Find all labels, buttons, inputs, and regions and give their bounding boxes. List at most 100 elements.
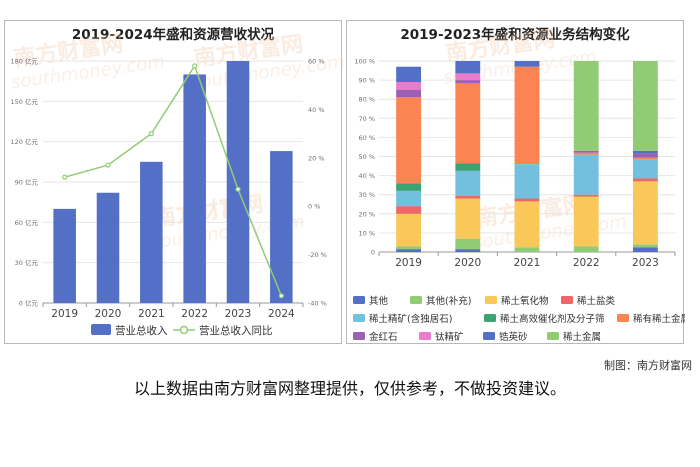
x-tick-label: 2022: [573, 257, 600, 269]
stacked-bar-segment: [632, 247, 658, 252]
legend-label: 其他(补充): [426, 295, 471, 307]
footnote-text: 以上数据由南方财富网整理提供，仅供参考，不做投资建议。: [133, 379, 566, 398]
revenue-bar: [226, 61, 250, 303]
stacked-bar-segment: [573, 154, 599, 195]
x-tick-label: 2024: [268, 308, 295, 320]
y-right-tick-label: 40 %: [308, 106, 325, 114]
stacked-bar-segment: [632, 150, 658, 154]
legend-swatch: [617, 314, 629, 322]
revenue-bar: [96, 192, 120, 303]
stacked-bar-segment: [514, 61, 540, 67]
yoy-point: [192, 63, 198, 69]
stacked-bar-segment: [573, 61, 599, 151]
y-left-tick-label: 120 亿元: [11, 137, 39, 146]
stacked-bar-segment: [396, 190, 422, 207]
stacked-bar-segment: [455, 73, 481, 81]
y-right-tick-label: 20 %: [308, 154, 325, 162]
legend-label: 其他: [369, 295, 389, 307]
y-tick-label: 50 %: [358, 153, 375, 161]
y-left-tick-label: 30 亿元: [15, 258, 39, 267]
x-tick-label: 2020: [454, 257, 481, 269]
credit-text: 制图：南方财富网: [604, 359, 692, 372]
revenue-bar: [183, 74, 206, 303]
structure-chart: 南方财富网southmoney.com南方财富网southmoney.com01…: [353, 26, 685, 343]
stacked-bar-segment: [514, 164, 540, 199]
stacked-bar-segment: [514, 66, 540, 165]
y-left-tick-label: 0 亿元: [19, 299, 39, 308]
yoy-point: [148, 130, 154, 137]
y-tick-label: 80 %: [358, 96, 375, 104]
stacked-bar-segment: [632, 181, 658, 245]
legend-swatch: [353, 332, 365, 340]
y-left-tick-label: 90 亿元: [15, 178, 39, 187]
y-left-tick-label: 60 亿元: [15, 218, 39, 227]
y-tick-label: 10 %: [358, 229, 375, 237]
legend-label: 稀土精矿(含独居石): [369, 313, 452, 325]
stacked-bar-segment: [396, 66, 422, 83]
y-tick-label: 90 %: [358, 77, 375, 85]
y-left-tick-label: 150 亿元: [11, 97, 39, 106]
legend-marker-yoy: [179, 325, 189, 335]
y-right-tick-label: -20 %: [308, 251, 327, 259]
x-tick-label: 2021: [514, 257, 541, 269]
legend-label: 稀土盐类: [577, 295, 616, 307]
revenue-chart-panel: 2019-2024年盛和资源营收状况 南方财富网 southmoney.com 南方…: [4, 20, 343, 344]
x-tick-label: 2020: [95, 308, 122, 320]
stacked-bar-segment: [396, 82, 422, 90]
yoy-point: [278, 293, 284, 299]
stacked-bar-segment: [455, 61, 481, 74]
stacked-bar-segment: [573, 246, 599, 252]
x-tick-label: 2021: [138, 308, 165, 320]
legend-swatch: [484, 314, 496, 322]
x-tick-label: 2023: [225, 308, 252, 320]
revenue-chart: 南方财富网southmoney.com南方财富网southmoney.com南方…: [10, 31, 343, 337]
legend-label-yoy: 营业总收入同比: [199, 324, 273, 337]
stacked-bar-segment: [455, 80, 481, 83]
stacked-bar-segment: [632, 153, 658, 158]
revenue-bar: [270, 151, 293, 303]
stacked-bar-segment: [573, 194, 599, 197]
x-tick-label: 2019: [395, 257, 422, 269]
stacked-bar-segment: [632, 157, 658, 160]
stacked-bar-segment: [396, 206, 422, 214]
legend-label: 钛精矿: [435, 331, 464, 343]
legend-label: 稀土氧化物: [501, 295, 549, 307]
revenue-bar: [53, 208, 76, 303]
structure-chart-title: 2019-2023年盛和资源业务结构变化: [400, 27, 630, 43]
yoy-point: [105, 162, 111, 168]
y-tick-label: 70 %: [358, 115, 375, 123]
stacked-bar-segment: [396, 183, 422, 191]
revenue-chart-title: 2019-2024年盛和资源营收状况: [71, 27, 275, 43]
stacked-bar-segment: [455, 170, 481, 196]
y-tick-label: 0: [371, 249, 375, 257]
stacked-bar-segment: [455, 249, 481, 252]
y-right-tick-label: 0 %: [308, 203, 320, 211]
legend-label: 稀土金属: [563, 331, 601, 343]
yoy-line: [64, 64, 283, 297]
legend-swatch-revenue: [91, 324, 111, 335]
revenue-bar: [140, 161, 163, 303]
stacked-bar-segment: [514, 201, 540, 248]
y-tick-label: 60 %: [358, 134, 375, 142]
stacked-bar-segment: [396, 213, 422, 247]
x-tick-label: 2019: [51, 308, 78, 320]
yoy-point: [62, 174, 68, 180]
stacked-bar-segment: [396, 246, 422, 250]
y-tick-label: 30 %: [358, 191, 375, 199]
y-right-tick-label: 60 %: [308, 58, 325, 66]
stacked-bar-segment: [632, 159, 658, 179]
stacked-bar-segment: [396, 249, 422, 252]
legend-swatch: [561, 296, 573, 304]
stacked-bar-segment: [514, 247, 540, 252]
legend-label: 稀有稀土金属: [633, 313, 685, 325]
stacked-bar-segment: [573, 150, 599, 153]
legend-swatch: [547, 332, 559, 340]
stacked-bar-segment: [455, 195, 481, 199]
y-tick-label: 100 %: [354, 58, 375, 66]
stacked-bar-segment: [632, 244, 658, 248]
y-tick-label: 20 %: [358, 210, 375, 218]
stacked-bar-segment: [573, 196, 599, 247]
stacked-bar-segment: [396, 97, 422, 184]
x-tick-label: 2022: [181, 308, 208, 320]
legend-swatch: [353, 296, 365, 304]
